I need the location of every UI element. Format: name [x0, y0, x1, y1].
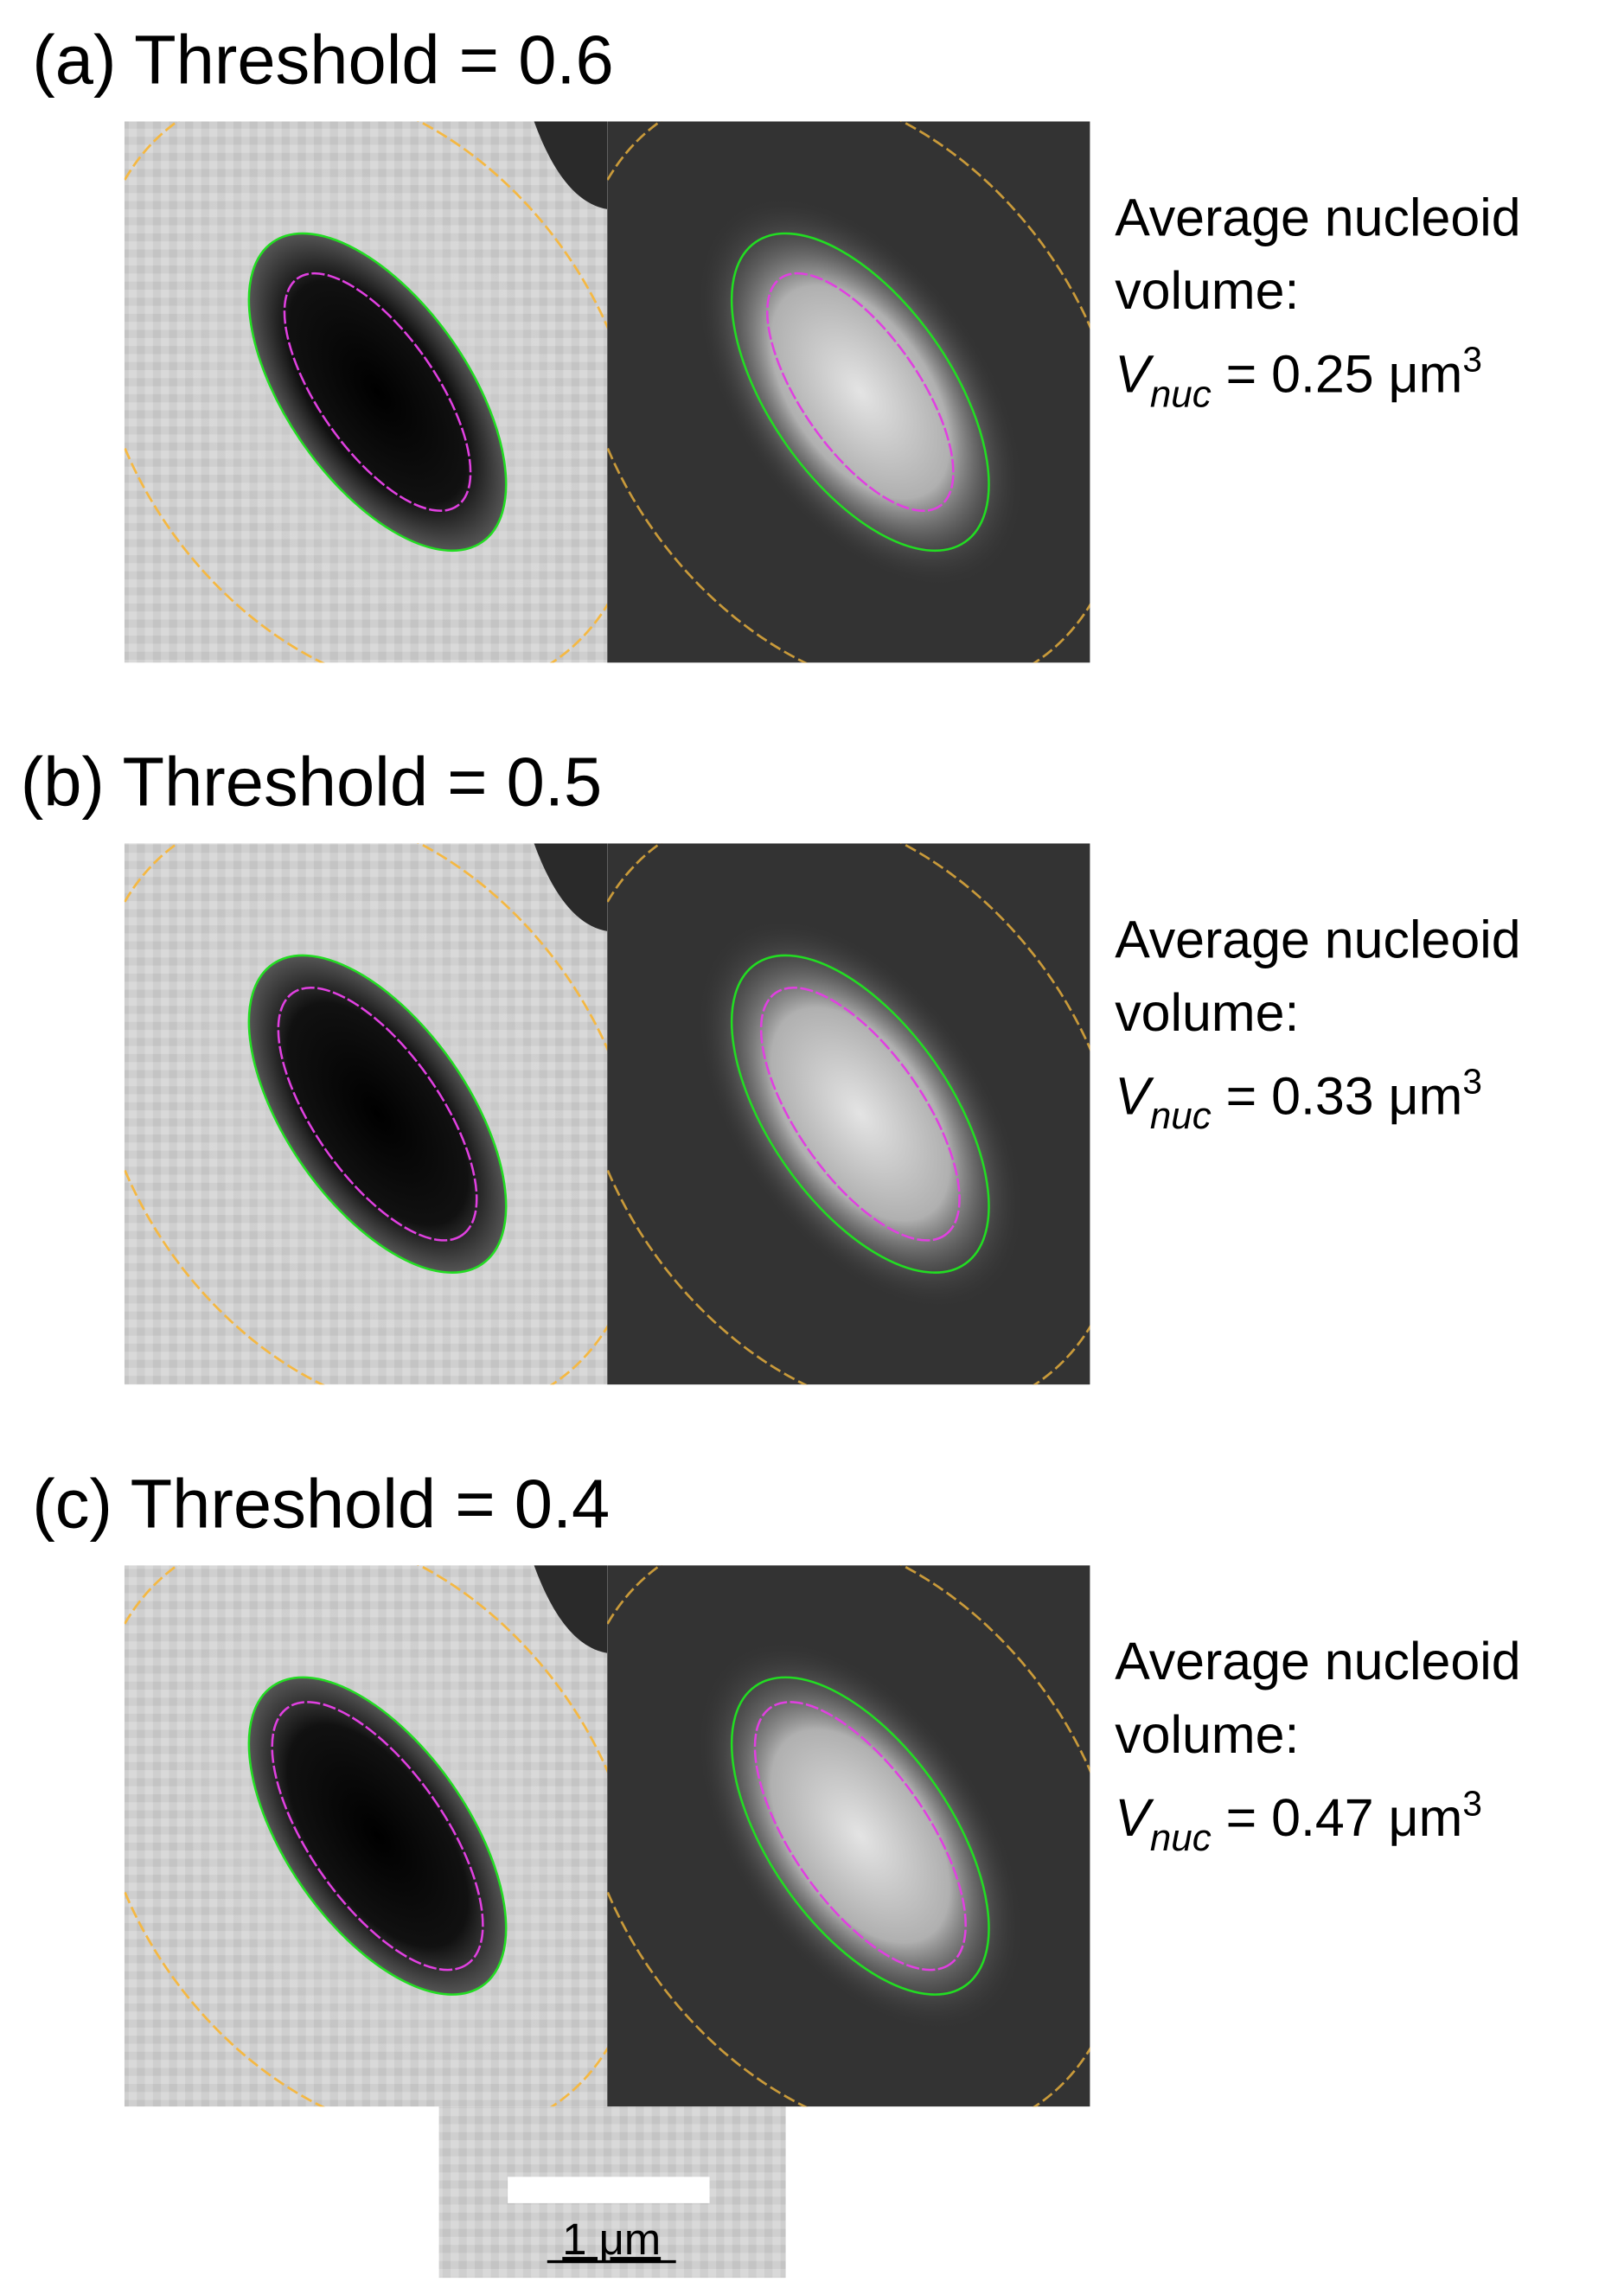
- corner-shadow: [534, 121, 608, 209]
- scale-label: 1 μm: [562, 2215, 661, 2264]
- fluorescence-image: [607, 1565, 1090, 2107]
- cell-outline: [730, 954, 990, 1274]
- cell-outline: [730, 1676, 990, 1996]
- caption-line: volume:: [1115, 1705, 1299, 1764]
- outer-outline: [124, 843, 608, 1385]
- subscript: nuc: [1150, 1817, 1212, 1859]
- nucleoid-outline: [271, 1701, 484, 1972]
- cell: [248, 955, 507, 1273]
- subscript: nuc: [1150, 373, 1212, 415]
- panel-title: (c) Threshold = 0.4: [32, 1465, 610, 1542]
- brightfield-image: [124, 121, 608, 663]
- value: = 0.47 μm: [1212, 1788, 1463, 1847]
- volume-formula: Vnuc = 0.47 μm3: [1115, 1784, 1482, 1860]
- corner-shadow: [534, 1565, 608, 1653]
- superscript: 3: [1462, 340, 1482, 380]
- cell: [698, 920, 1023, 1307]
- brightfield-image: [124, 1565, 608, 2107]
- outer-outline: [607, 843, 1090, 1385]
- symbol: V: [1115, 1788, 1154, 1847]
- symbol: V: [1115, 1066, 1154, 1125]
- cell-outline: [247, 232, 508, 553]
- caption-line: volume:: [1115, 261, 1299, 320]
- value: = 0.25 μm: [1212, 344, 1463, 403]
- outer-outline: [607, 121, 1090, 663]
- superscript: 3: [1462, 1062, 1482, 1102]
- panel-title: (b) Threshold = 0.5: [21, 743, 602, 820]
- panel: (b) Threshold = 0.5 Average nucleoid volum…: [21, 743, 1521, 1385]
- cell-outline: [730, 232, 990, 553]
- superscript: 3: [1462, 1784, 1482, 1824]
- outer-outline: [124, 1565, 608, 2107]
- panel: (a) Threshold = 0.6 Average nucleoid volum…: [32, 21, 1521, 663]
- brightfield-image: [124, 843, 608, 1385]
- volume-formula: Vnuc = 0.25 μm3: [1115, 340, 1482, 416]
- cell-outline: [247, 1676, 508, 1996]
- cell: [698, 1642, 1023, 2029]
- cell: [698, 198, 1023, 586]
- cell-outline: [247, 954, 508, 1274]
- caption-line: volume:: [1115, 983, 1299, 1042]
- panel-title: (a) Threshold = 0.6: [32, 21, 613, 98]
- caption-line: Average nucleoid: [1115, 910, 1520, 968]
- nucleoid-outline: [765, 272, 955, 512]
- scale-bar-inset: 1 μm: [438, 2106, 786, 2278]
- value: = 0.33 μm: [1212, 1066, 1463, 1125]
- fluorescence-image: [607, 843, 1090, 1385]
- fluorescence-image: [607, 121, 1090, 663]
- corner-shadow: [534, 843, 608, 931]
- nucleoid-outline: [753, 1701, 967, 1972]
- panel: (c) Threshold = 0.4 Average nucleoid volum…: [32, 1465, 1521, 2107]
- volume-formula: Vnuc = 0.33 μm3: [1115, 1062, 1482, 1138]
- nucleoid-outline: [283, 272, 472, 512]
- subscript: nuc: [1150, 1095, 1212, 1137]
- cell: [248, 1677, 507, 1995]
- scale-bar: [508, 2176, 710, 2203]
- nucleoid-outline: [277, 986, 478, 1242]
- caption-line: Average nucleoid: [1115, 188, 1520, 246]
- outer-outline: [607, 1565, 1090, 2107]
- nucleoid-outline: [759, 986, 961, 1242]
- outer-outline: [124, 121, 608, 663]
- caption-line: Average nucleoid: [1115, 1632, 1520, 1690]
- cell: [248, 233, 507, 551]
- symbol: V: [1115, 344, 1154, 403]
